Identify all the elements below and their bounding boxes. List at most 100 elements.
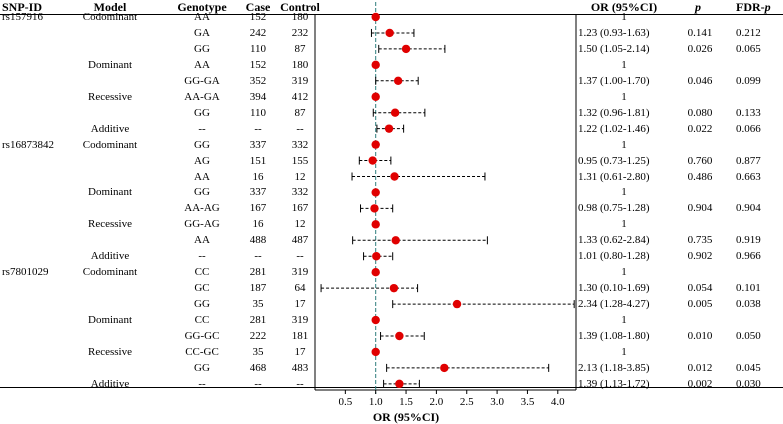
cell-genotype: AA [194, 234, 210, 247]
header-case: Case [245, 0, 271, 14]
cell-case: -- [254, 122, 262, 135]
cell-genotype: GG [194, 42, 210, 55]
cell-case: 337 [249, 186, 267, 199]
header-control: Control [280, 0, 320, 14]
cell-snp: rs7801029 [2, 266, 49, 279]
cell-genotype: AA-GA [184, 90, 220, 103]
cell-control: 319 [291, 74, 309, 87]
cell-or-text: 1.30 (0.10-1.69) [578, 282, 650, 295]
cell-p: 0.022 [687, 122, 713, 135]
cell-or-text: 0.95 (0.73-1.25) [578, 154, 650, 167]
cell-or-text: 1.32 (0.96-1.81) [578, 106, 650, 119]
x-tick-label: 4.0 [551, 396, 565, 408]
cell-or-text: 1.33 (0.62-2.84) [578, 234, 650, 247]
cell-control: 483 [291, 361, 309, 374]
cell-control: 167 [291, 202, 309, 215]
cell-control: 12 [294, 218, 306, 231]
cell-case: 110 [249, 42, 267, 55]
cell-case: 151 [249, 154, 267, 167]
cell-p: 0.902 [687, 250, 713, 263]
cell-genotype: AA [194, 11, 210, 23]
cell-case: 187 [249, 282, 267, 295]
cell-control: 17 [294, 298, 306, 311]
cell-p: 0.002 [687, 377, 713, 390]
header-fdr-p: FDR-p [736, 0, 771, 14]
cell-or-text: 1 [621, 266, 627, 279]
cell-genotype: GG [194, 298, 210, 311]
cell-model: Dominant [88, 58, 132, 71]
cell-control: 319 [291, 266, 309, 279]
cell-fdr: 0.065 [736, 42, 761, 55]
or-point [368, 156, 377, 165]
cell-or-text: 2.34 (1.28-4.27) [578, 298, 650, 311]
cell-genotype: -- [198, 250, 206, 263]
cell-model: Dominant [88, 314, 132, 327]
or-point [395, 331, 404, 341]
cell-case: 352 [249, 74, 267, 87]
cell-or-text: 0.98 (0.75-1.28) [578, 202, 650, 215]
cell-p: 0.046 [687, 74, 713, 87]
cell-model: Additive [90, 250, 130, 263]
x-axis-title: OR (95%CI) [372, 410, 440, 424]
or-point [385, 28, 394, 38]
cell-model: Recessive [88, 90, 132, 103]
cell-fdr: 0.050 [736, 330, 761, 342]
header-genotype: Genotype [177, 0, 227, 14]
or-point [371, 60, 380, 70]
cell-genotype: GG-AG [184, 218, 220, 231]
or-point [440, 363, 449, 373]
cell-genotype: GG [194, 186, 210, 199]
cell-genotype: GG-GC [184, 330, 220, 342]
cell-control: 412 [291, 90, 309, 103]
cell-control: 155 [291, 154, 309, 167]
or-point [372, 252, 381, 261]
cell-genotype: GG [194, 361, 210, 374]
cell-case: 152 [249, 58, 267, 71]
cell-case: 35 [252, 345, 264, 358]
cell-fdr: 0.045 [736, 361, 761, 374]
cell-genotype: -- [198, 377, 206, 390]
cell-genotype: CC-GC [185, 345, 219, 358]
table-bottom-rule [0, 387, 783, 388]
cell-p: 0.026 [687, 42, 713, 55]
cell-model: Codominant [82, 266, 138, 279]
x-tick-label: 2.0 [430, 396, 444, 408]
x-tick-label: 0.5 [338, 396, 352, 408]
header-model: Model [93, 0, 127, 14]
cell-case: 488 [249, 234, 267, 247]
or-point [384, 124, 394, 133]
cell-genotype: -- [198, 122, 206, 135]
cell-genotype: CC [194, 314, 210, 327]
cell-fdr: 0.966 [736, 250, 761, 263]
cell-genotype: AA [194, 58, 210, 71]
cell-case: 281 [249, 266, 267, 279]
cell-or-text: 2.13 (1.18-3.85) [578, 361, 650, 374]
cell-case: 222 [249, 330, 267, 342]
cell-model: Codominant [82, 11, 138, 23]
header-fdr-suffix: p [764, 0, 771, 14]
cell-snp: rs157916 [2, 11, 43, 23]
cell-case: 242 [249, 26, 267, 39]
or-point [371, 347, 380, 357]
cell-fdr: 0.066 [736, 122, 761, 135]
cell-model: Recessive [88, 218, 132, 231]
cell-p: 0.760 [687, 154, 713, 167]
cell-genotype: CC [194, 266, 210, 279]
or-point [371, 92, 380, 101]
cell-or-text: 1 [621, 186, 627, 199]
cell-case: 394 [249, 90, 267, 103]
cell-genotype: GG-GA [184, 74, 220, 87]
cell-case: 337 [249, 138, 267, 151]
cell-or-text: 1 [621, 58, 627, 71]
cell-case: -- [254, 377, 262, 390]
cell-model: Codominant [82, 138, 138, 151]
or-point [391, 236, 400, 245]
cell-or-text: 1 [621, 138, 627, 151]
cell-control: 87 [294, 42, 306, 55]
x-tick-label: 1.0 [369, 396, 383, 408]
or-point [452, 299, 462, 309]
cell-or-text: 1.39 (1.08-1.80) [578, 330, 650, 342]
cell-snp: rs16873842 [2, 138, 54, 151]
